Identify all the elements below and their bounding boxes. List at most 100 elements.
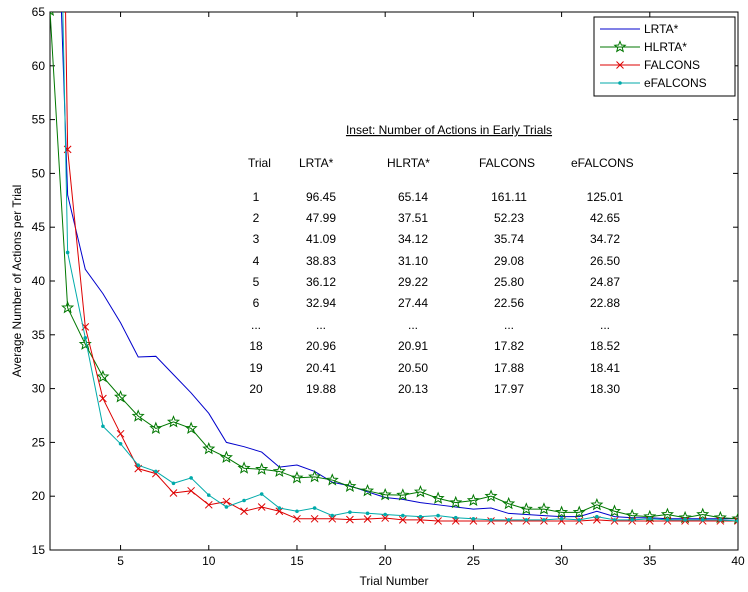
inset-column-header: HLRTA* [387,156,430,170]
data-point-falcons [293,514,301,523]
data-point-falcons [398,516,407,524]
data-point-efalcons [383,512,387,517]
y-tick-label: 40 [32,274,46,288]
data-point-efalcons [612,518,617,522]
data-point-falcons [151,469,160,478]
data-point-hlrta [325,473,339,486]
inset-cell: 29.22 [398,275,428,289]
inset-cell: 47.99 [306,211,336,225]
data-point-efalcons [524,518,529,522]
data-point-efalcons [154,469,158,474]
inset-cell: 31.10 [398,254,428,268]
inset-cell: ... [251,318,261,332]
data-point-efalcons [242,498,246,503]
data-point-hlrta [219,450,233,464]
data-point-efalcons [506,518,511,522]
inset-cell: 125.01 [587,190,624,204]
data-point-efalcons [401,513,405,518]
inset-cell: 26.50 [590,254,620,268]
inset-cell: 20 [249,382,263,396]
x-tick-label: 5 [117,554,124,568]
x-tick-label: 15 [290,554,304,568]
inset-cell: 52.23 [494,211,524,225]
data-point-hlrta [308,469,322,483]
y-tick-label: 35 [32,328,46,342]
data-point-falcons [451,517,460,525]
inset-title: Inset: Number of Actions in Early Trials [346,123,552,137]
x-tick-label: 10 [202,554,216,568]
data-point-hlrta [184,421,198,434]
plot-area [49,11,739,551]
data-point-falcons [434,517,442,525]
data-point-hlrta [149,421,163,434]
data-point-efalcons [189,476,193,480]
data-point-efalcons [683,518,687,522]
inset-cell: 5 [253,275,260,289]
inset-cell: 41.09 [306,232,336,246]
inset-cell: 34.12 [398,232,428,246]
data-point-falcons [204,500,213,509]
inset-cell: 36.12 [306,275,336,289]
data-point-hlrta [290,471,304,484]
inset-cell: 3 [253,232,260,246]
data-point-falcons [363,515,372,523]
series-line-falcons [65,12,738,522]
data-point-falcons [240,507,248,516]
inset-cell: ... [408,318,418,332]
data-point-falcons [416,516,425,524]
data-point-efalcons [330,513,335,518]
inset-cell: 35.74 [494,232,524,246]
data-point-hlrta [431,491,445,504]
data-point-hlrta [502,496,516,510]
data-point-hlrta [255,462,269,475]
data-point-hlrta [590,497,604,511]
legend-label-efalcons: eFALCONS [644,76,707,90]
data-point-efalcons [736,519,738,523]
x-tick-label: 35 [643,554,657,568]
inset-cell: 20.41 [306,361,336,375]
data-point-efalcons [83,336,88,340]
data-point-efalcons [418,514,423,519]
data-point-hlrta [537,502,551,515]
inset-cell: 34.72 [590,232,620,246]
inset-cell: 32.94 [306,296,336,310]
data-point-hlrta [484,489,498,502]
y-tick-label: 65 [32,5,46,19]
data-point-efalcons [365,511,370,516]
data-point-efalcons [453,515,458,520]
inset-cell: 2 [253,211,260,225]
data-point-hlrta [378,487,392,501]
y-tick-label: 15 [32,543,46,557]
inset-cell: 18.41 [590,361,620,375]
y-tick-label: 60 [32,59,46,73]
data-point-efalcons [665,518,670,522]
inset-cell: 25.80 [494,275,524,289]
inset-cell: 96.45 [306,190,336,204]
legend-label-falcons: FALCONS [644,58,700,72]
data-point-efalcons [542,518,546,522]
data-point-hlrta [131,409,145,422]
y-tick-label: 50 [32,166,46,180]
data-point-hlrta [413,485,427,498]
y-tick-label: 25 [32,435,46,449]
data-point-falcons [99,394,107,403]
inset-cell: 4 [253,254,260,268]
data-point-efalcons [136,463,141,468]
inset-cell: 17.88 [494,361,524,375]
data-point-hlrta [361,483,375,497]
y-tick-label: 30 [32,382,46,396]
data-point-hlrta [731,511,738,525]
data-point-efalcons [489,518,493,522]
inset-cell: 65.14 [398,190,428,204]
x-tick-label: 25 [467,554,481,568]
data-point-falcons [169,489,178,497]
inset-column-header: eFALCONS [571,156,634,170]
legend-marker-hlrta [613,40,627,53]
data-point-hlrta [272,464,286,477]
inset-cell: 38.83 [306,254,336,268]
series-line-lrta [60,12,738,520]
data-point-efalcons [295,509,299,514]
data-point-efalcons [118,441,123,446]
inset-cell: 20.96 [306,339,336,353]
y-tick-label: 45 [32,220,46,234]
